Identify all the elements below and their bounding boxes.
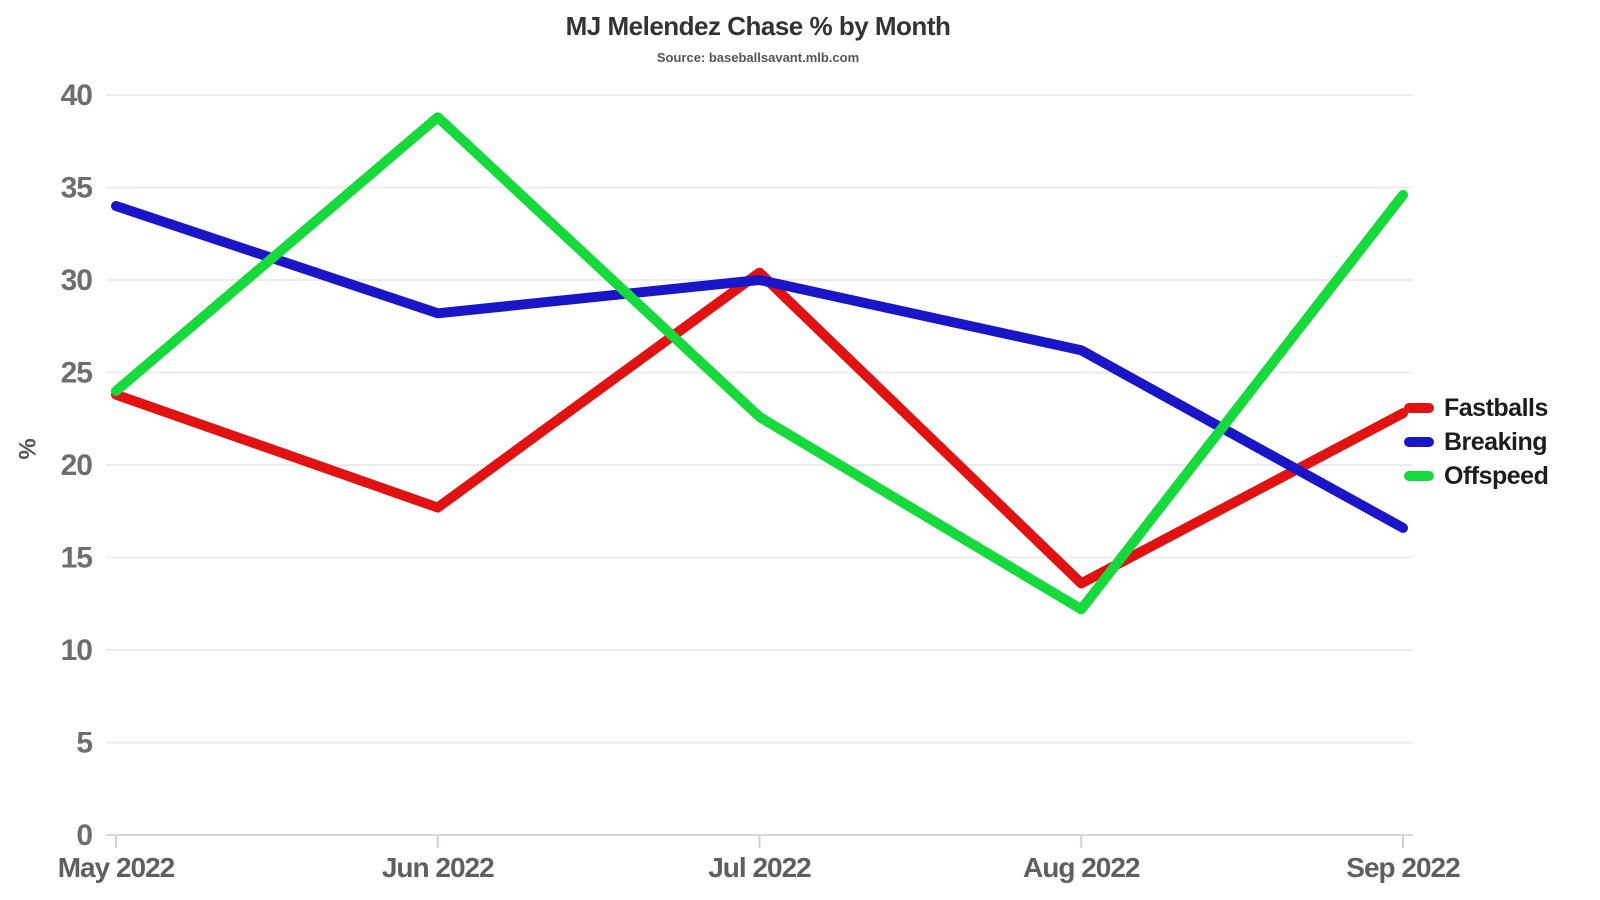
x-tick-label: Jul 2022 <box>708 852 811 883</box>
data-line-offspeed <box>111 112 1408 615</box>
y-tick-label: 40 <box>61 79 93 112</box>
chart-title: MJ Melendez Chase % by Month <box>565 11 951 41</box>
legend-label-offspeed: Offspeed <box>1444 461 1549 490</box>
y-tick-label: 5 <box>76 727 92 760</box>
x-tick-label: Sep 2022 <box>1346 852 1460 883</box>
y-tick-label: 20 <box>61 449 93 482</box>
legend-label-breaking: Breaking <box>1444 427 1547 456</box>
y-tick-label: 25 <box>61 357 93 390</box>
x-tick-label: Aug 2022 <box>1023 852 1140 883</box>
legend-item-offspeed: Offspeed <box>1404 459 1549 493</box>
y-tick-label: 35 <box>61 172 93 205</box>
y-tick-label: 30 <box>61 264 93 297</box>
y-tick-label: 10 <box>61 634 93 667</box>
data-line-breaking <box>111 201 1408 533</box>
data-line-fastballs <box>111 267 1408 589</box>
legend-item-fastballs: Fastballs <box>1404 391 1548 425</box>
chart-subtitle: Source: baseballsavant.mlb.com <box>656 50 860 65</box>
y-tick-label: 15 <box>61 542 93 575</box>
offspeed-swatch-icon <box>1404 471 1434 481</box>
legend: Fastballs Breaking Offspeed <box>1404 391 1549 493</box>
x-tick-label: Jun 2022 <box>382 852 494 883</box>
fastballs-swatch-icon <box>1404 403 1434 413</box>
breaking-swatch-icon <box>1404 437 1434 447</box>
legend-label-fastballs: Fastballs <box>1444 393 1548 422</box>
y-tick-label: 0 <box>76 819 92 852</box>
legend-item-breaking: Breaking <box>1404 425 1548 459</box>
x-tick-label: May 2022 <box>58 852 175 883</box>
